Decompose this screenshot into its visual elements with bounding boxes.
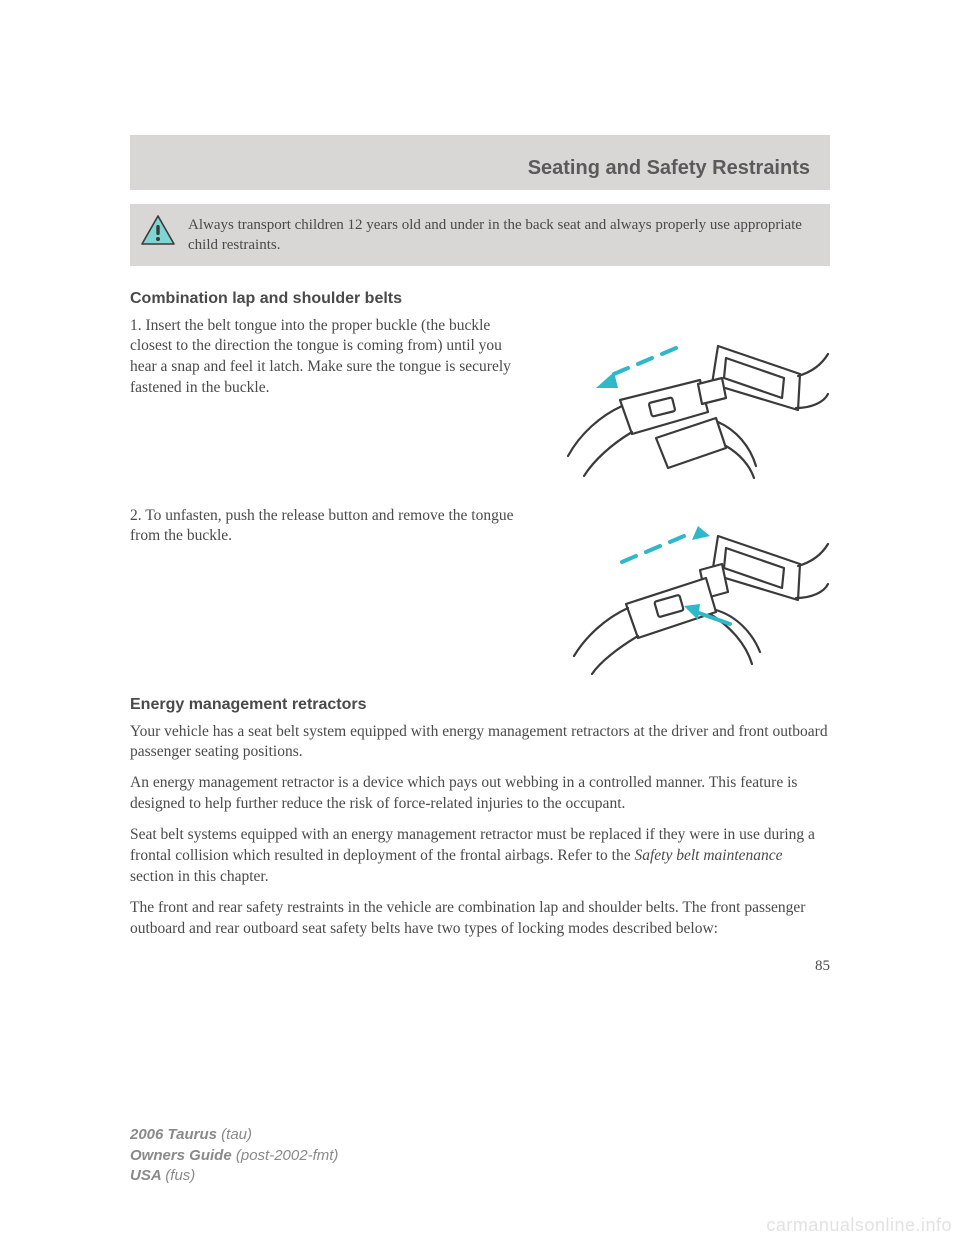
step-2-text: 2. To unfasten, push the release button … xyxy=(130,506,530,548)
paragraph: The front and rear safety restraints in … xyxy=(130,898,830,940)
footer-bold: 2006 Taurus xyxy=(130,1126,221,1143)
chapter-header: Seating and Safety Restraints xyxy=(130,135,830,190)
warning-icon xyxy=(140,214,176,246)
heading-combination-belts: Combination lap and shoulder belts xyxy=(130,290,830,308)
chapter-title: Seating and Safety Restraints xyxy=(150,157,810,180)
paragraph: Your vehicle has a seat belt system equi… xyxy=(130,722,830,764)
paragraph: Seat belt systems equipped with an energ… xyxy=(130,825,830,888)
belt-release-illustration xyxy=(550,506,830,676)
footer-line: 2006 Taurus (tau) xyxy=(130,1125,338,1145)
warning-text: Always transport children 12 years old a… xyxy=(188,214,814,256)
footer-line: USA (fus) xyxy=(130,1166,338,1186)
step-2-row: 2. To unfasten, push the release button … xyxy=(130,506,830,676)
footer-italic: (tau) xyxy=(221,1126,252,1143)
page-content: Seating and Safety Restraints Always tra… xyxy=(0,0,960,975)
footer-italic: (post-2002-fmt) xyxy=(236,1147,339,1164)
text-run-italic: Safety belt maintenance xyxy=(634,847,782,864)
warning-callout: Always transport children 12 years old a… xyxy=(130,204,830,266)
footer-italic: (fus) xyxy=(165,1167,195,1184)
step-1-row: 1. Insert the belt tongue into the prope… xyxy=(130,316,830,486)
footer-line: Owners Guide (post-2002-fmt) xyxy=(130,1146,338,1166)
footer-bold: USA xyxy=(130,1167,165,1184)
heading-energy-retractors: Energy management retractors xyxy=(130,696,830,714)
footer-bold: Owners Guide xyxy=(130,1147,236,1164)
paragraph: An energy management retractor is a devi… xyxy=(130,773,830,815)
step-1-text: 1. Insert the belt tongue into the prope… xyxy=(130,316,530,400)
watermark: carmanualsonline.info xyxy=(766,1215,952,1236)
footer-metadata: 2006 Taurus (tau) Owners Guide (post-200… xyxy=(130,1125,338,1186)
page-number: 85 xyxy=(130,958,830,975)
belt-insert-illustration xyxy=(550,316,830,486)
text-run: section in this chapter. xyxy=(130,868,269,885)
